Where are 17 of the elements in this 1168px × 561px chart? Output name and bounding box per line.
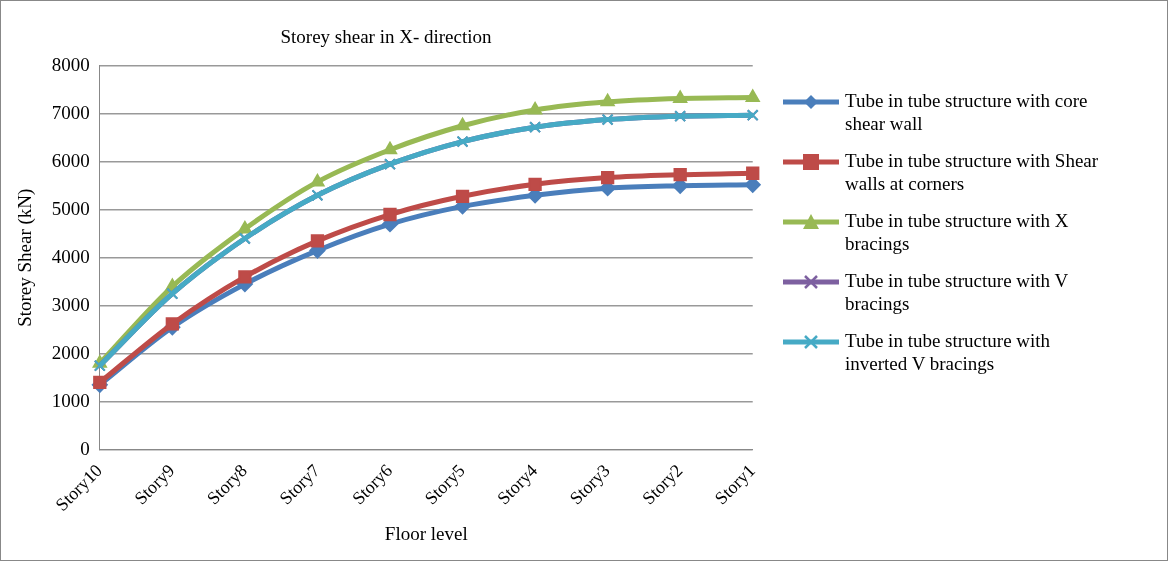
legend-label: Tube in tube structure with V bracings xyxy=(845,269,1069,315)
legend-label: Tube in tube structure with X bracings xyxy=(845,209,1070,255)
y-tick-label: 5000 xyxy=(51,197,90,219)
legend-label: Tube in tube structure with inverted V bracings xyxy=(845,329,1052,375)
y-tick-label: 2000 xyxy=(51,341,90,363)
y-tick-label: 3000 xyxy=(51,293,90,315)
y-axis-title: Storey Shear (kN) xyxy=(14,188,37,327)
chart-title: Storey shear in X- direction xyxy=(280,26,493,48)
y-tick-label: 0 xyxy=(80,437,90,459)
y-tick-label: 1000 xyxy=(51,389,90,411)
y-tick-label: 6000 xyxy=(51,149,90,171)
y-tick-label: 7000 xyxy=(51,101,90,123)
y-tick-label: 4000 xyxy=(51,245,90,267)
legend-label: Tube in tube structure with Shear walls at corners xyxy=(845,149,1100,195)
y-tick-label: 8000 xyxy=(51,53,90,75)
x-axis-title: Floor level xyxy=(384,522,468,544)
legend-label: Tube in tube structure with core shear wall xyxy=(845,89,1089,135)
